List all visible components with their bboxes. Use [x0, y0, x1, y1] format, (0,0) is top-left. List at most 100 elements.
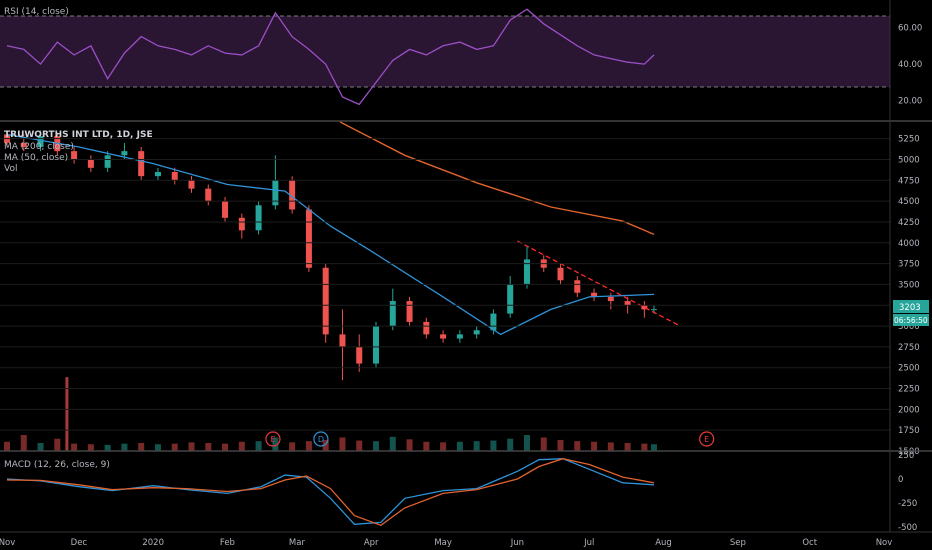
legend-vol: Vol [4, 164, 17, 174]
volume-bar [440, 442, 447, 451]
volume-bar [507, 438, 514, 451]
volume-bar [104, 444, 111, 451]
candle-body [37, 136, 44, 147]
event-marker-label: E [270, 435, 275, 444]
price-y-tick: 4500 [898, 197, 920, 207]
volume-spike-bar [65, 377, 69, 451]
rsi-y-tick: 60.00 [898, 23, 922, 33]
countdown-badge: 06:56:50 [894, 316, 928, 325]
time-axis-tick: Aug [655, 538, 672, 548]
volume-bar [641, 443, 648, 451]
rsi-title: RSI (14, close) [4, 7, 69, 17]
event-marker-circle [313, 431, 329, 447]
price-y-tick: 2250 [898, 385, 920, 395]
legend-ma200: MA (200, close) [4, 142, 74, 152]
candle-body [305, 209, 312, 268]
candle-body [557, 267, 564, 281]
candle-body [389, 301, 396, 327]
volume-bar [339, 437, 346, 451]
volume-bar [255, 441, 262, 451]
macd-y-tick: -500 [898, 523, 917, 533]
candle-body [574, 280, 581, 293]
last-price-badge-bg [893, 300, 929, 313]
candle-body [423, 321, 430, 335]
event-marker-earnings[interactable]: E [699, 431, 715, 447]
volume-bar [188, 442, 195, 451]
price-y-tick: 1750 [898, 426, 920, 436]
volume-bar [356, 440, 363, 451]
candle-body [624, 301, 631, 306]
legend-symbol: TRUWORTHS INT LTD, 1D, JSE [4, 130, 153, 140]
time-axis-tick: Sep [730, 538, 746, 548]
time-axis-tick: Jun [510, 538, 524, 548]
price-y-tick: 5000 [898, 155, 920, 165]
volume-bar [54, 438, 61, 451]
event-marker-label: E [704, 435, 709, 444]
volume-bar [154, 444, 161, 451]
event-marker-circle [699, 431, 715, 447]
rsi-y-axis: 60.00 40.00 20.00 [898, 23, 922, 106]
time-axis-tick: Oct [802, 538, 817, 548]
candle-body [373, 326, 380, 364]
volume-bar [272, 437, 279, 451]
macd-y-tick: 0 [898, 475, 903, 485]
price-y-tick: 2750 [898, 343, 920, 353]
volume-bar [624, 443, 631, 451]
time-axis-tick: Feb [220, 538, 235, 548]
volume-bar [222, 443, 229, 451]
volume-bar [557, 439, 564, 451]
candle-body [188, 180, 195, 189]
rsi-line [6, 8, 655, 106]
signal-line [6, 458, 655, 527]
price-y-tick: 2500 [898, 364, 920, 374]
volume-bar [423, 441, 430, 451]
candle-body [255, 205, 262, 231]
candle-body [523, 259, 530, 285]
candle-body [205, 188, 212, 202]
ma200-line [339, 121, 655, 236]
rsi-y-tick: 40.00 [898, 60, 922, 70]
volume-bar [205, 443, 212, 451]
rsi-pane[interactable]: RSI (14, close) 60.00 40.00 20.00 [0, 7, 922, 107]
price-y-tick: 3000 [898, 322, 920, 332]
trendline[interactable] [517, 240, 681, 327]
price-y-tick: 5250 [898, 135, 920, 145]
volume-bar [322, 439, 329, 451]
candle-body [440, 334, 447, 339]
event-marker-label: D [318, 435, 324, 444]
time-axis-tick: Dec [71, 538, 88, 548]
volume-bar [171, 443, 178, 451]
price-y-axis[interactable]: 5250500047504500425040003750350032503000… [0, 135, 920, 457]
candle-body [322, 267, 329, 335]
volume-bar [20, 435, 27, 451]
candle-body [238, 217, 245, 231]
volume-bar [71, 443, 78, 451]
event-marker-earnings[interactable]: E [265, 431, 281, 447]
candle-body [289, 180, 296, 210]
candle-body [456, 334, 463, 339]
candle-body [473, 330, 480, 335]
price-pane[interactable]: EDE 525050004750450042504000375035003250… [0, 121, 929, 457]
macd-pane[interactable]: MACD (12, 26, close, 9) 250 0 -250 -500 [4, 451, 917, 533]
volume-bars [4, 377, 657, 451]
volume-bar [607, 442, 614, 451]
macd-y-axis: 250 0 -250 -500 [898, 451, 917, 533]
price-y-tick: 4000 [898, 239, 920, 249]
volume-bar [121, 443, 128, 451]
volume-bar [591, 441, 598, 451]
volume-bar [540, 437, 547, 451]
event-marker-dividend[interactable]: D [313, 431, 329, 447]
time-axis[interactable]: Nov Dec 2020 Feb Mar Apr May Jun Jul Aug Sep Oct Nov [0, 531, 932, 548]
macd-y-tick: -250 [898, 499, 917, 509]
candle-body [406, 301, 413, 322]
volume-bar [4, 441, 10, 451]
candle-body [171, 171, 178, 181]
candle-body [121, 151, 128, 156]
volume-bar [490, 440, 497, 451]
volume-bar [87, 444, 94, 451]
volume-bar [238, 441, 245, 451]
volume-bar [523, 435, 530, 451]
time-axis-tick: Mar [289, 538, 306, 548]
